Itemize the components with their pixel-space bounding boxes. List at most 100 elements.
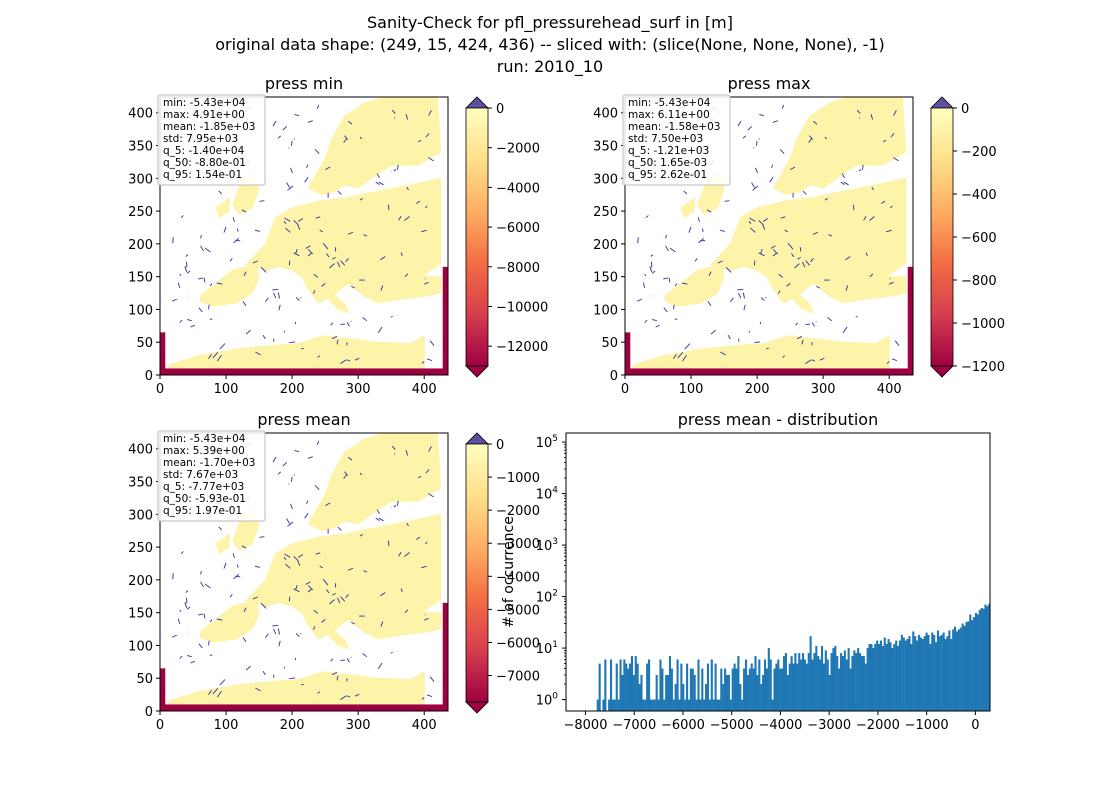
river-line (254, 229, 260, 232)
river-line (359, 534, 363, 537)
y-tick-label: 103 (536, 537, 558, 554)
hist-bar (619, 659, 622, 711)
stats-line: q_5: -1.21e+03 (628, 145, 709, 157)
river-line (391, 445, 396, 450)
river-line (869, 273, 874, 278)
river-line (331, 336, 338, 340)
river-line (278, 640, 281, 647)
river-line (297, 554, 304, 558)
stats-line: mean: -1.58e+03 (628, 121, 720, 133)
river-line (755, 167, 758, 174)
river-line (782, 355, 786, 358)
river-line (886, 229, 892, 233)
hist-bar (940, 634, 943, 711)
hist-bar (729, 699, 732, 711)
river-line (322, 579, 329, 586)
y-tick-label: 105 (536, 434, 558, 451)
hist-bar (760, 684, 763, 711)
hist-bar (621, 675, 624, 711)
hist-bar (836, 656, 839, 711)
river-line (277, 292, 280, 299)
river-line (306, 164, 309, 169)
river-line (421, 565, 427, 569)
hist-bar (986, 606, 989, 711)
y-tick-base: 10 (536, 436, 553, 451)
river-line (651, 319, 657, 322)
river-line (683, 190, 688, 195)
river-line (863, 216, 867, 221)
histogram-panel: press mean - distribution −8000 −7000 −6000… (501, 410, 991, 733)
river-line (294, 114, 300, 117)
hist-bar (891, 648, 894, 711)
hist-bar (762, 675, 765, 711)
x-tick-label: −2000 (856, 718, 900, 733)
hist-bar (843, 650, 846, 711)
y-tick-label: 250 (593, 205, 618, 220)
y-tick-label: 400 (128, 107, 153, 122)
river-line (398, 216, 402, 221)
land-region (765, 276, 815, 314)
hist-bar (661, 668, 664, 711)
hist-bar (988, 603, 990, 711)
hist-bar (798, 653, 801, 711)
river-line (665, 234, 667, 239)
colorbar-extend-over (465, 96, 489, 109)
hist-bar (942, 632, 945, 711)
hist-bar (874, 643, 877, 711)
river-line (674, 283, 678, 287)
hist-bar (750, 663, 753, 711)
hist-bar (813, 653, 816, 711)
y-tick-base: 10 (536, 694, 553, 709)
river-line (377, 662, 383, 670)
hist-bar (627, 668, 630, 711)
river-line (845, 285, 849, 291)
colorbar-tick-label: −600 (961, 231, 997, 246)
river-line (398, 552, 402, 557)
colorbar-tick-label: −1200 (961, 360, 1005, 375)
colorbar (930, 107, 954, 367)
river-line (217, 691, 222, 698)
hist-bar (695, 699, 698, 711)
river-line (254, 565, 260, 568)
river-line (219, 343, 226, 350)
x-tick-label: 100 (214, 382, 239, 397)
boundary-band-right (442, 602, 448, 711)
river-line (762, 218, 769, 222)
river-line (429, 676, 435, 683)
river-line (198, 307, 203, 313)
hist-bar (782, 656, 786, 711)
map-content (160, 433, 448, 711)
river-line (337, 190, 342, 195)
river-line (198, 613, 204, 616)
river-line (184, 602, 188, 609)
river-line (316, 440, 320, 445)
hist-bar (667, 675, 670, 711)
hist-bar (849, 668, 852, 711)
colorbar-extend-under (930, 365, 954, 378)
river-line (259, 536, 265, 538)
river-line (819, 357, 825, 361)
river-line (375, 517, 380, 522)
land-region (300, 612, 350, 650)
y-tick-label: 200 (128, 238, 153, 253)
hist-bar (914, 636, 917, 711)
x-tick-label: 0 (621, 382, 629, 397)
river-line (330, 322, 334, 326)
land-region (772, 97, 907, 196)
hist-bar (653, 699, 656, 711)
river-line (179, 609, 182, 612)
river-line (306, 500, 309, 505)
river-line (708, 271, 712, 276)
river-line (701, 228, 704, 232)
hist-bar (788, 663, 791, 711)
y-tick-label: 300 (593, 172, 618, 187)
map-panel-3: press mean 0 100 200 300 400 0 50 100 150 200 250 30… (128, 410, 540, 733)
y-tick-label: 0 (145, 369, 153, 384)
river-line (172, 634, 177, 638)
hist-bar (897, 645, 900, 711)
river-line (307, 588, 312, 593)
river-line (380, 592, 386, 597)
river-line (363, 234, 367, 237)
colorbar-tick-label: −10000 (496, 300, 548, 315)
river-line (293, 220, 299, 226)
